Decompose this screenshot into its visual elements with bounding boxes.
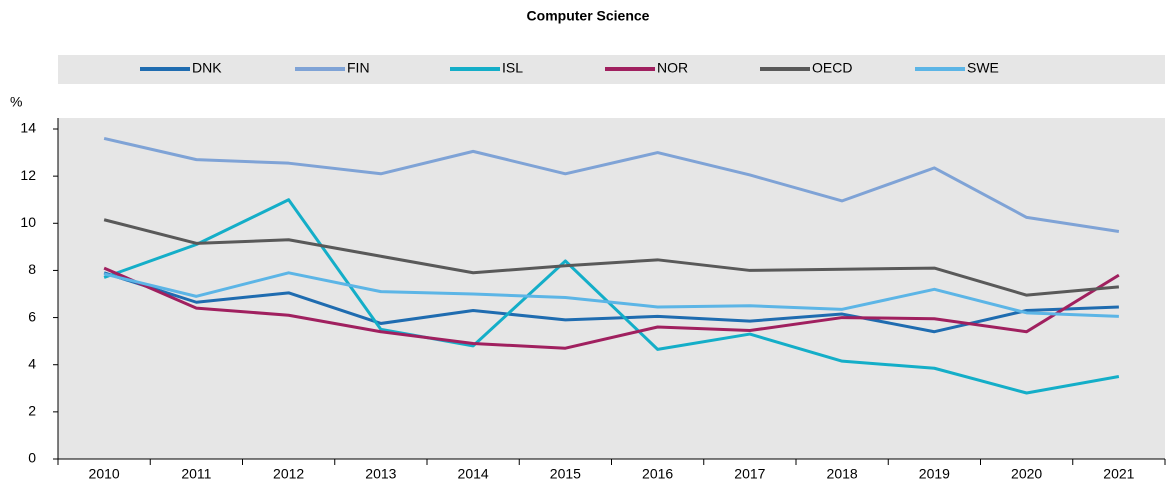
x-tick-label: 2021	[1103, 466, 1134, 482]
y-tick-label: 12	[20, 167, 36, 183]
line-series	[103, 271, 1119, 334]
x-tick-label: 2012	[273, 466, 304, 482]
x-tick-label: 2014	[458, 466, 489, 482]
x-tick-label: 2016	[642, 466, 673, 482]
y-tick-label: 14	[20, 120, 36, 136]
line-series	[103, 271, 1119, 318]
line-series	[103, 218, 1120, 297]
x-tick-label: 2010	[89, 466, 120, 482]
y-tick-label: 6	[28, 308, 36, 324]
x-tick-label: 2020	[1011, 466, 1042, 482]
x-tick-label: 2013	[365, 466, 396, 482]
x-tick-label: 2015	[550, 466, 581, 482]
x-tick-label: 2017	[734, 466, 765, 482]
plot-background	[58, 118, 1165, 459]
legend-label: DNK	[192, 60, 222, 76]
y-tick-label: 2	[28, 403, 36, 419]
legend-label: SWE	[967, 60, 999, 76]
legend-label: FIN	[347, 60, 370, 76]
y-tick-label: 4	[28, 355, 36, 371]
legend-label: OECD	[812, 60, 852, 76]
x-tick-label: 2011	[181, 466, 211, 482]
y-tick-label: 0	[28, 450, 36, 466]
x-tick-label: 2019	[919, 466, 950, 482]
y-tick-label: 8	[28, 261, 36, 277]
line-series	[103, 136, 1120, 234]
legend-label: ISL	[502, 60, 523, 76]
chart-title: Computer Science	[527, 8, 650, 24]
x-tick-label: 2018	[827, 466, 858, 482]
y-tick-label: 10	[20, 214, 36, 230]
line-series	[103, 266, 1120, 350]
legend-label: NOR	[657, 60, 688, 76]
line-series	[103, 198, 1120, 395]
y-axis-label: %	[10, 94, 22, 110]
